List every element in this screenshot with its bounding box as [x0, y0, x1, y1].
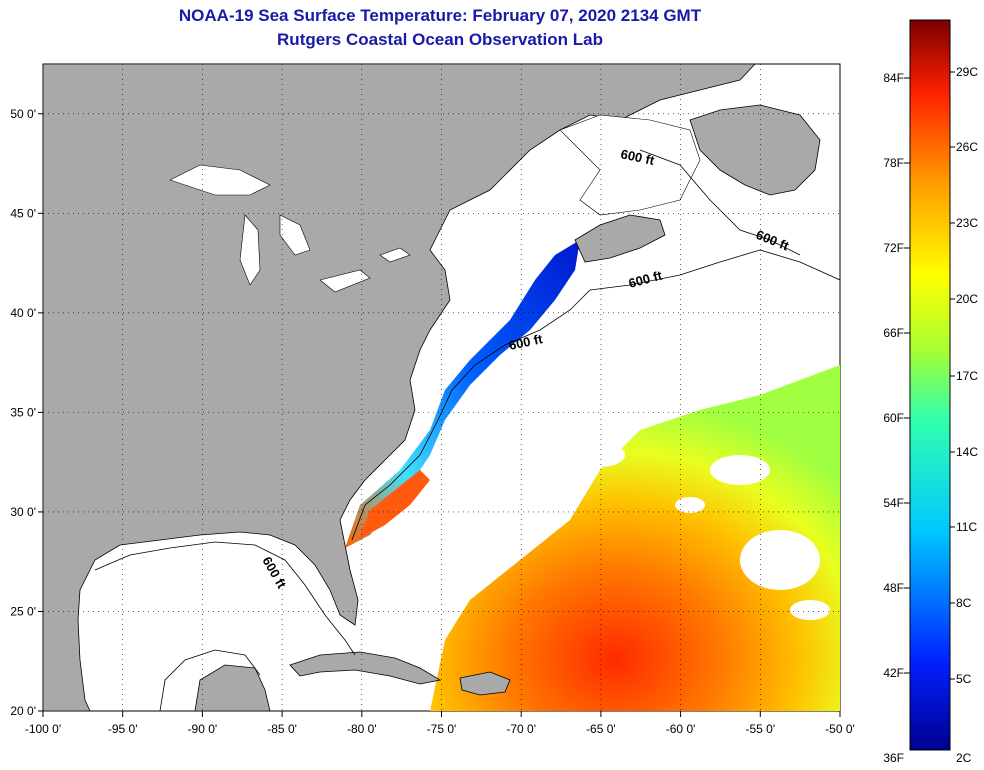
contour-label: 600 ft [508, 331, 545, 353]
lon-tick-label: -50 0' [825, 722, 855, 736]
hispaniola-land [459, 671, 511, 696]
lon-tick-label: -80 0' [347, 722, 377, 736]
colorbar-c-label: 29C [956, 65, 978, 79]
colorbar-fahrenheit-labels: 84F 78F 72F 66F 60F 54F 48F 42F 36F [883, 71, 910, 765]
map-subtitle: Rutgers Coastal Ocean Observation Lab [277, 30, 603, 49]
lat-tick-label: 20 0' [10, 704, 36, 718]
contour-label: 600 ft [619, 146, 656, 168]
lat-tick-label: 30 0' [10, 505, 36, 519]
colorbar-c-label: 23C [956, 216, 978, 230]
lon-tick-label: -65 0' [586, 722, 616, 736]
colorbar-f-label: 78F [883, 156, 904, 170]
lon-tick-label: -75 0' [427, 722, 457, 736]
lon-tick-label: -60 0' [666, 722, 696, 736]
great-lakes [169, 164, 411, 293]
colorbar-c-label: 5C [956, 672, 972, 686]
lat-tick-label: 25 0' [10, 604, 36, 618]
nova-scotia-land [574, 214, 666, 263]
lon-tick-label: -100 0' [25, 722, 61, 736]
lat-tick-label: 40 0' [10, 306, 36, 320]
sst-warm-field [430, 365, 840, 711]
gulf-st-lawrence [559, 114, 701, 216]
lon-tick-label: -95 0' [108, 722, 138, 736]
latitude-labels: 50 0' 45 0' 40 0' 35 0' 30 0' 25 0' 20 0' [10, 107, 43, 718]
lon-tick-label: -70 0' [506, 722, 536, 736]
colorbar-f-label: 42F [883, 666, 904, 680]
longitude-labels: -100 0' -95 0' -90 0' -85 0' -80 0' -75 0' -70… [25, 711, 855, 736]
lat-tick-label: 35 0' [10, 405, 36, 419]
lat-tick-label: 45 0' [10, 206, 36, 220]
depth-contours [94, 149, 840, 711]
colorbar-f-label: 66F [883, 326, 904, 340]
colorbar-f-label: 48F [883, 581, 904, 595]
map-title: NOAA-19 Sea Surface Temperature: Februar… [178, 6, 702, 25]
colorbar-c-label: 2C [956, 751, 972, 765]
colorbar-c-label: 20C [956, 292, 978, 306]
colorbar-c-label: 26C [956, 140, 978, 154]
lon-tick-label: -85 0' [267, 722, 297, 736]
maritimes-land [689, 104, 821, 196]
colorbar-f-label: 60F [883, 411, 904, 425]
colorbar-f-label: 72F [883, 241, 904, 255]
colorbar-c-label: 17C [956, 369, 978, 383]
lat-tick-label: 50 0' [10, 107, 36, 121]
colorbar-c-label: 14C [956, 445, 978, 459]
colorbar-f-label: 36F [883, 751, 904, 765]
colorbar-c-label: 11C [956, 520, 977, 534]
lon-tick-label: -90 0' [188, 722, 218, 736]
colorbar-celsius-labels: 29C 26C 23C 20C 17C 14C 11C 8C 5C 2C [950, 65, 978, 765]
colorbar-f-label: 54F [883, 496, 904, 510]
colorbar-c-label: 8C [956, 596, 972, 610]
lon-tick-label: -55 0' [745, 722, 775, 736]
colorbar [909, 19, 951, 751]
colorbar-f-label: 84F [883, 71, 904, 85]
sst-gulf-stream [358, 470, 430, 540]
north-america-land [43, 64, 756, 711]
